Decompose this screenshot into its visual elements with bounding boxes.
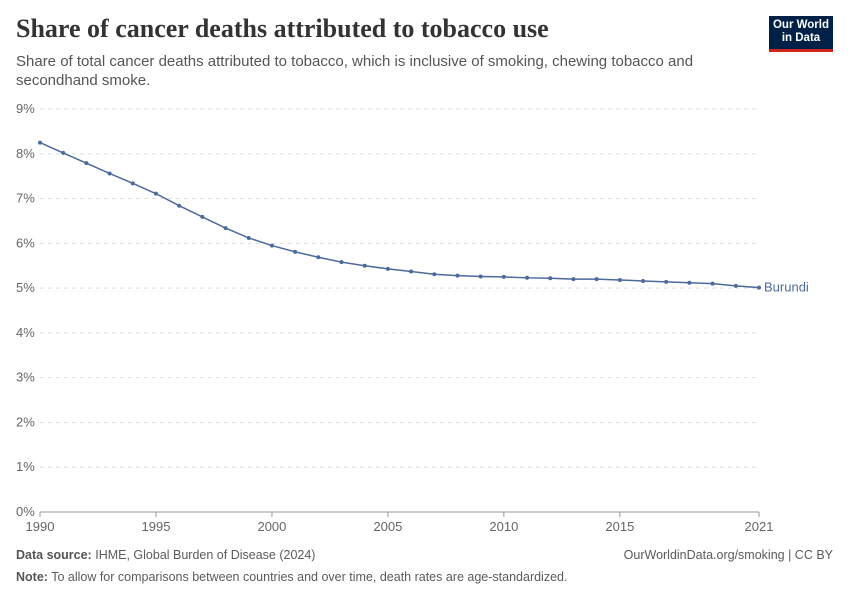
data-point [38,140,42,145]
data-point [733,283,738,288]
data-point [107,171,112,176]
x-tick-label: 2021 [745,519,774,534]
data-point [246,235,251,240]
data-point [223,226,228,231]
chart-subtitle: Share of total cancer deaths attributed … [16,53,694,89]
data-point [548,276,553,281]
x-tick-label: 2010 [489,519,518,534]
data-point [687,280,692,285]
chart-title: Share of cancer deaths attributed to tob… [16,14,549,43]
data-point [501,274,506,279]
data-point [594,277,599,282]
logo-text: Our World in Data [772,19,829,44]
source-text: IHME, Global Burden of Disease (2024) [95,548,316,562]
x-tick-label: 1995 [142,519,171,534]
note-label: Note: [16,570,48,584]
source-url[interactable]: OurWorldinData.org/smoking | CC BY [623,548,833,562]
data-point [409,269,414,274]
source-label: Data source: [16,548,92,562]
data-point [61,150,66,155]
data-point [664,279,669,284]
x-tick-label: 1990 [26,519,55,534]
data-point [130,181,135,186]
note-text: To allow for comparisons between countri… [51,570,568,584]
y-tick-label: 0% [16,504,35,519]
data-point [617,278,622,283]
data-point [84,161,89,166]
data-point [571,277,576,282]
data-point [478,274,483,279]
data-point [177,203,182,208]
x-tick-label: 2005 [373,519,402,534]
y-tick-label: 5% [16,280,35,295]
data-point [339,260,344,265]
note: Note: To allow for comparisons between c… [16,570,567,584]
y-tick-label: 8% [16,146,35,161]
data-point [641,278,646,283]
x-tick-label: 2000 [257,519,286,534]
y-tick-label: 6% [16,235,35,250]
data-point [316,255,321,260]
owid-logo[interactable]: Our World in Data [769,16,833,52]
series-label: Burundi [764,280,809,295]
y-tick-label: 7% [16,191,35,206]
data-point [432,272,437,277]
x-tick-label: 2015 [605,519,634,534]
y-tick-label: 9% [16,101,35,116]
y-tick-label: 4% [16,325,35,340]
y-tick-label: 3% [16,370,35,385]
data-point [269,243,274,248]
data-point [153,191,158,196]
data-point [710,281,715,286]
data-point [525,275,530,280]
series-line [39,141,760,289]
y-tick-label: 2% [16,414,35,429]
data-point [455,273,460,278]
data-point [362,263,367,268]
data-point [293,249,298,254]
data-point [757,285,761,290]
data-point [200,214,205,219]
data-point [385,266,390,271]
data-source: Data source: IHME, Global Burden of Dise… [16,548,315,562]
y-tick-label: 1% [16,459,35,474]
